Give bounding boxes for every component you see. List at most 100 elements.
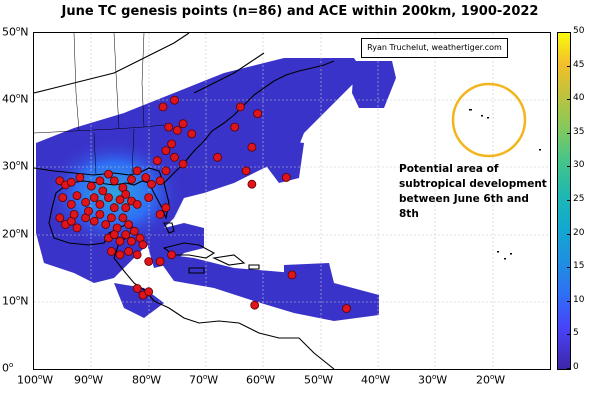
genesis-point (178, 159, 188, 169)
genesis-point (247, 142, 257, 152)
genesis-point (118, 213, 128, 223)
genesis-point (121, 230, 131, 240)
genesis-point (72, 191, 82, 201)
genesis-point (132, 250, 142, 260)
genesis-point (230, 122, 240, 132)
lon-label-70: 70oW (189, 373, 219, 387)
colorbar-tick-label: 40 (573, 93, 585, 104)
genesis-point (107, 246, 116, 256)
genesis-point (155, 209, 165, 219)
annotation-line-1: Potential area of (399, 163, 499, 175)
genesis-point (58, 193, 68, 203)
lon-label-60: 60oW (246, 373, 276, 387)
genesis-point (95, 176, 105, 186)
genesis-point (144, 287, 154, 297)
lon-label-100: 100oW (17, 373, 54, 387)
colorbar-tick-label: 0 (573, 362, 579, 372)
genesis-point (95, 199, 105, 209)
genesis-point (144, 193, 154, 203)
colorbar-tick-mark (567, 233, 570, 235)
genesis-point (247, 179, 257, 189)
colorbar-tick-label: 35 (573, 126, 585, 137)
genesis-point (155, 176, 165, 186)
colorbar-tick-mark (567, 65, 570, 67)
lat-label-20: 20oN (2, 227, 29, 241)
colorbar-tick-label: 45 (573, 59, 585, 70)
annotation-text: Potential area of subtropical developmen… (399, 162, 549, 222)
colorbar-tick-mark (567, 99, 570, 101)
genesis-point (121, 189, 131, 199)
genesis-point (281, 173, 291, 182)
colorbar-tick-label: 10 (573, 294, 585, 305)
genesis-point (172, 126, 182, 135)
genesis-point (66, 199, 76, 209)
genesis-point (72, 223, 82, 233)
borders (34, 33, 165, 176)
genesis-point (342, 304, 351, 313)
genesis-point (84, 206, 93, 216)
genesis-point (253, 109, 263, 118)
genesis-point (132, 166, 142, 176)
genesis-point (132, 199, 142, 209)
genesis-point (155, 257, 165, 266)
lon-label-50: 50oW (304, 373, 334, 387)
lon-label-40: 40oW (361, 373, 391, 387)
genesis-point (250, 300, 260, 310)
colorbar-tick-mark (567, 300, 570, 302)
lon-label-30: 30oW (418, 373, 448, 387)
genesis-point (66, 177, 76, 187)
genesis-point (115, 250, 125, 260)
colorbar-tick-label: 50 (573, 26, 585, 36)
lat-label-40: 40oN (2, 92, 29, 106)
genesis-point (89, 193, 99, 203)
genesis-point (124, 246, 133, 256)
genesis-point (124, 220, 133, 229)
genesis-point (161, 146, 171, 155)
genesis-point (107, 213, 116, 223)
genesis-point (69, 209, 79, 219)
genesis-point (144, 257, 154, 266)
genesis-point (109, 203, 119, 213)
genesis-point (121, 203, 131, 213)
genesis-point (178, 119, 188, 129)
genesis-point (161, 166, 171, 176)
genesis-point (127, 175, 136, 184)
islands (469, 109, 541, 260)
genesis-point (138, 240, 148, 250)
lon-label-20: 20oW (476, 373, 506, 387)
lon-label-80: 80oW (132, 373, 162, 387)
map-area (33, 32, 551, 370)
lat-label-10: 10oN (2, 294, 29, 308)
map-title: June TC genesis points (n=86) and ACE wi… (61, 4, 539, 19)
genesis-point (55, 213, 65, 223)
genesis-point (167, 250, 177, 260)
colorbar-tick-label: 5 (573, 328, 579, 339)
colorbar-tick-label: 30 (573, 160, 585, 171)
colorbar (557, 32, 571, 370)
genesis-point (98, 186, 108, 196)
genesis-point (287, 270, 297, 280)
colorbar-tick-mark (567, 334, 570, 336)
genesis-point (95, 209, 105, 219)
genesis-point (115, 195, 125, 205)
colorbar-tick-mark (567, 32, 570, 33)
lon-label-90: 90oW (74, 373, 104, 387)
genesis-point (141, 173, 151, 182)
genesis-point (89, 216, 99, 226)
genesis-point (158, 102, 168, 112)
genesis-point (132, 283, 142, 293)
genesis-point (241, 166, 251, 176)
genesis-point (147, 179, 156, 189)
annotation-line-2: subtropical development (399, 178, 547, 190)
lat-label-30: 30oN (2, 159, 29, 173)
genesis-point (104, 169, 113, 179)
genesis-point (129, 226, 139, 236)
genesis-point (164, 122, 174, 132)
genesis-point (81, 197, 90, 207)
genesis-point (104, 193, 113, 203)
genesis-point (127, 236, 136, 246)
genesis-point (170, 152, 179, 162)
genesis-point (187, 129, 197, 139)
colorbar-tick-label: 15 (573, 261, 585, 272)
subtropical-area-circle (451, 82, 527, 158)
